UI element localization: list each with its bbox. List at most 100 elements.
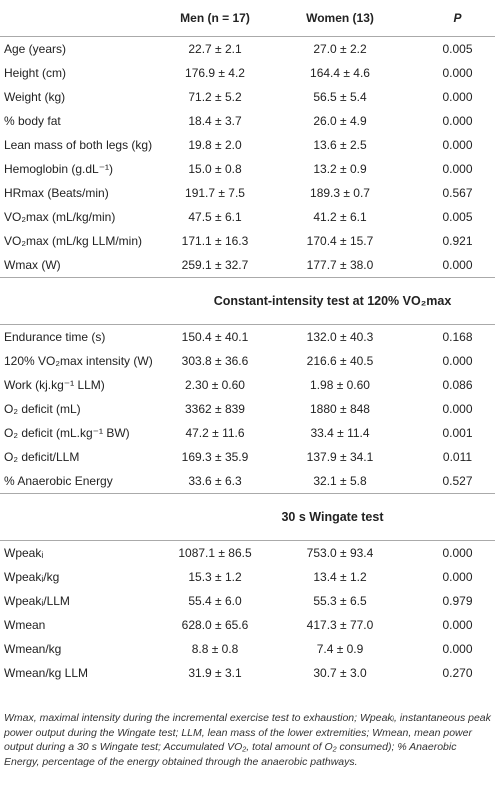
section-empty: [0, 493, 170, 541]
cell: 0.086: [442, 378, 473, 392]
row-label: Wmean: [4, 618, 46, 632]
row-label: Wmean/kg: [4, 642, 62, 656]
cell: 15.3 ± 1.2: [188, 570, 242, 584]
table-row: Hemoglobin (g.dL⁻¹) 15.0 ± 0.8 13.2 ± 0.9 0…: [0, 157, 495, 181]
cell: 13.4 ± 1.2: [313, 570, 367, 584]
cell: 417.3 ± 77.0: [306, 618, 374, 632]
table-row: VO₂max (mL/kg/min) 47.5 ± 6.1 41.2 ± 6.1 0.…: [0, 205, 495, 229]
header-cell: Men (n = 17): [170, 0, 260, 37]
table-row: O₂ deficit/LLM 169.3 ± 35.9 137.9 ± 34.1 0.…: [0, 445, 495, 469]
table-row: % Anaerobic Energy 33.6 ± 6.3 32.1 ± 5.8 0.…: [0, 469, 495, 494]
row-label: Work (kj.kg⁻¹ LLM): [4, 378, 105, 392]
cell: 303.8 ± 36.6: [181, 354, 249, 368]
cell: 0.000: [442, 642, 473, 656]
cell: 47.5 ± 6.1: [188, 210, 242, 224]
cell: 191.7 ± 7.5: [185, 186, 245, 200]
row-label: Weight (kg): [4, 90, 66, 104]
table-row: O₂ deficit (mL) 3362 ± 839 1880 ± 848 0.000: [0, 397, 495, 421]
cell: 8.8 ± 0.8: [191, 642, 239, 656]
cell: 0.270: [442, 666, 473, 680]
row-label: O₂ deficit/LLM: [4, 450, 80, 464]
table-row: Wpeakᵢ/kg 15.3 ± 1.2 13.4 ± 1.2 0.000: [0, 565, 495, 589]
cell: 33.4 ± 11.4: [310, 426, 370, 440]
cell: 19.8 ± 2.0: [188, 138, 242, 152]
header-cell: Women (13): [260, 0, 420, 37]
cell: 170.4 ± 15.7: [306, 234, 374, 248]
cell: 30.7 ± 3.0: [313, 666, 367, 680]
cell: 0.000: [442, 114, 473, 128]
table-row: Wpeakᵢ 1087.1 ± 86.5 753.0 ± 93.4 0.000: [0, 541, 495, 566]
cell: 0.979: [442, 594, 473, 608]
table-row: % body fat 18.4 ± 3.7 26.0 ± 4.9 0.000: [0, 109, 495, 133]
table-row: Lean mass of both legs (kg) 19.8 ± 2.0 13.…: [0, 133, 495, 157]
row-label: Endurance time (s): [4, 330, 106, 344]
table-row: Wmean/kg LLM 31.9 ± 3.1 30.7 ± 3.0 0.270: [0, 661, 495, 685]
row-label: 120% VO₂max intensity (W): [4, 354, 153, 368]
row-label: HRmax (Beats/min): [4, 186, 109, 200]
cell: 164.4 ± 4.6: [310, 66, 370, 80]
cell: 13.6 ± 2.5: [313, 138, 367, 152]
cell: 189.3 ± 0.7: [310, 186, 370, 200]
cell: 0.001: [442, 426, 473, 440]
row-label: Wpeakᵢ/LLM: [4, 594, 70, 608]
cell: 22.7 ± 2.1: [188, 42, 242, 56]
cell: 27.0 ± 2.2: [313, 42, 367, 56]
cell: 1.98 ± 0.60: [310, 378, 370, 392]
section-row: Constant-intensity test at 120% VO₂max: [0, 277, 495, 325]
cell: 0.921: [442, 234, 473, 248]
cell: 18.4 ± 3.7: [188, 114, 242, 128]
cell: 132.0 ± 40.3: [306, 330, 374, 344]
row-label: Height (cm): [4, 66, 67, 80]
row-label: Wmean/kg LLM: [4, 666, 89, 680]
header-empty: [0, 0, 170, 37]
cell: 0.000: [442, 546, 473, 560]
table-row: Height (cm) 176.9 ± 4.2 164.4 ± 4.6 0.000: [0, 61, 495, 85]
cell: 628.0 ± 65.6: [181, 618, 249, 632]
header-cell: P: [420, 0, 495, 37]
cell: 55.4 ± 6.0: [188, 594, 242, 608]
cell: 171.1 ± 16.3: [181, 234, 249, 248]
cell: 0.000: [442, 570, 473, 584]
data-table: Men (n = 17) Women (13) P Age (years) 22.…: [0, 0, 495, 686]
cell: 0.000: [442, 258, 473, 272]
table-body: Age (years) 22.7 ± 2.1 27.0 ± 2.2 0.005 Heig…: [0, 37, 495, 686]
section-title: 30 s Wingate test: [170, 493, 495, 541]
cell: 2.30 ± 0.60: [185, 378, 245, 392]
cell: 56.5 ± 5.4: [313, 90, 367, 104]
cell: 0.000: [442, 162, 473, 176]
cell: 0.527: [442, 474, 473, 488]
cell: 169.3 ± 35.9: [181, 450, 249, 464]
table-row: O₂ deficit (mL.kg⁻¹ BW) 47.2 ± 11.6 33.4 ±…: [0, 421, 495, 445]
cell: 26.0 ± 4.9: [313, 114, 367, 128]
cell: 0.005: [442, 210, 473, 224]
table-row: 120% VO₂max intensity (W) 303.8 ± 36.6 216…: [0, 349, 495, 373]
cell: 137.9 ± 34.1: [306, 450, 374, 464]
cell: 0.000: [442, 90, 473, 104]
cell: 33.6 ± 6.3: [188, 474, 242, 488]
cell: 0.567: [442, 186, 473, 200]
cell: 1880 ± 848: [310, 402, 370, 416]
cell: 13.2 ± 0.9: [313, 162, 367, 176]
cell: 0.000: [442, 66, 473, 80]
section-row: 30 s Wingate test: [0, 493, 495, 541]
header-row: Men (n = 17) Women (13) P: [0, 0, 495, 37]
cell: 176.9 ± 4.2: [185, 66, 245, 80]
cell: 41.2 ± 6.1: [313, 210, 367, 224]
table-row: Wmax (W) 259.1 ± 32.7 177.7 ± 38.0 0.000: [0, 253, 495, 278]
cell: 177.7 ± 38.0: [306, 258, 374, 272]
row-label: O₂ deficit (mL.kg⁻¹ BW): [4, 426, 130, 440]
cell: 0.000: [442, 138, 473, 152]
row-label: Lean mass of both legs (kg): [4, 138, 153, 152]
table-row: HRmax (Beats/min) 191.7 ± 7.5 189.3 ± 0.7 0…: [0, 181, 495, 205]
cell: 259.1 ± 32.7: [181, 258, 249, 272]
cell: 3362 ± 839: [185, 402, 245, 416]
cell: 0.000: [442, 354, 473, 368]
cell: 1087.1 ± 86.5: [178, 546, 252, 560]
table-row: Wmean/kg 8.8 ± 0.8 7.4 ± 0.9 0.000: [0, 637, 495, 661]
cell: 0.005: [442, 42, 473, 56]
cell: 71.2 ± 5.2: [188, 90, 242, 104]
cell: 47.2 ± 11.6: [185, 426, 245, 440]
table-row: Work (kj.kg⁻¹ LLM) 2.30 ± 0.60 1.98 ± 0.60…: [0, 373, 495, 397]
table-row: Wmean 628.0 ± 65.6 417.3 ± 77.0 0.000: [0, 613, 495, 637]
